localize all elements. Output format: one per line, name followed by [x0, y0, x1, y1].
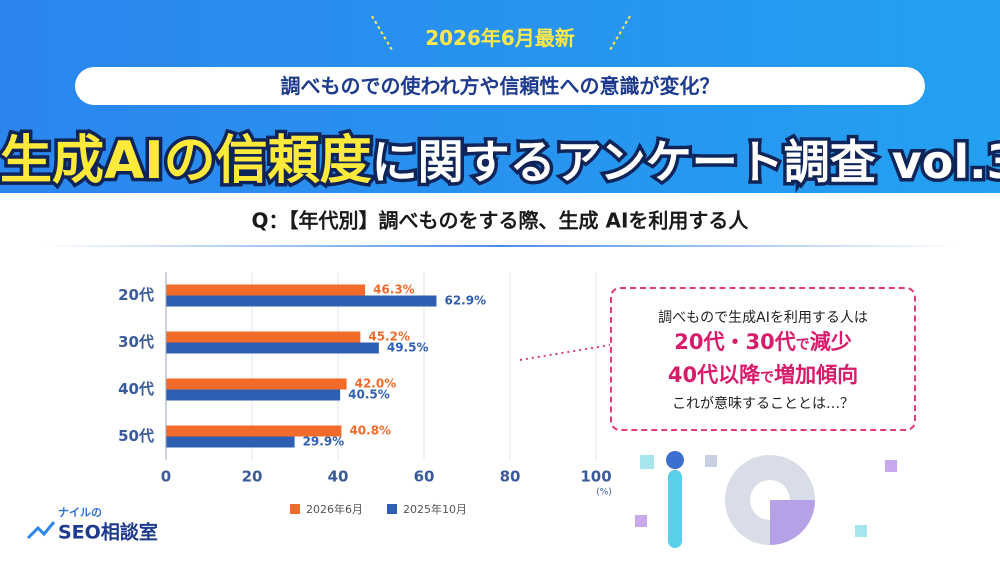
legend-swatch	[387, 504, 397, 514]
legend-label: 2025年10月	[403, 502, 467, 516]
value-label: 42.0%	[355, 377, 397, 391]
x-unit: (%)	[596, 488, 612, 498]
bar	[166, 295, 437, 307]
value-label: 40.8%	[349, 424, 391, 438]
bar	[166, 331, 361, 343]
logo-icon	[26, 521, 56, 540]
value-label: 40.5%	[348, 388, 390, 402]
y-tick-label: 40代	[118, 380, 154, 398]
logo-main: SEO相談室	[58, 521, 158, 544]
callout-text: で	[760, 370, 775, 386]
y-tick-label: 50代	[118, 427, 154, 445]
title-underline	[40, 245, 960, 247]
callout-emphasis: 40代以降で増加傾向	[612, 360, 914, 393]
x-tick-label: 0	[161, 468, 171, 486]
callout-text: 40代以降	[667, 363, 761, 387]
gear-decoration	[635, 451, 897, 548]
legend-label: 2026年6月	[306, 502, 363, 516]
value-label: 29.9%	[303, 435, 345, 449]
callout-text: で	[795, 337, 810, 353]
x-tick-label: 100	[580, 468, 611, 486]
callout-text: 増加傾向	[774, 363, 859, 387]
bar	[166, 342, 379, 354]
y-tick-label: 20代	[118, 286, 154, 304]
callout-line: これが意味することとは…？	[672, 396, 854, 412]
title-highlight: 生成AIの信頼度	[0, 128, 375, 195]
chart-title: Q：【年代別】調べものをする際、生成 AIを利用する人	[252, 209, 750, 233]
legend-swatch	[290, 504, 300, 514]
bar	[166, 378, 347, 390]
callout: 調べもので生成AIを利用する人は 20代・30代で減少 40代以降で増加傾向 こ…	[610, 287, 916, 431]
x-tick-label: 80	[500, 468, 521, 486]
subtitle: 調べものでの使われ方や信頼性への意識が変化？	[75, 67, 925, 105]
title-rest: に関するアンケート調査 vol.3	[368, 132, 1000, 193]
value-label: 46.3%	[373, 283, 415, 297]
date-label: 2026年6月最新	[425, 26, 575, 50]
callout-text: 20代・30代	[674, 330, 796, 354]
callout-text: 減少	[809, 330, 852, 354]
y-tick-label: 30代	[118, 333, 154, 351]
x-tick-label: 60	[414, 468, 435, 486]
bar	[166, 425, 342, 437]
x-tick-label: 40	[328, 468, 349, 486]
value-label: 49.5%	[387, 341, 429, 355]
bar	[166, 436, 295, 448]
value-label: 62.9%	[444, 294, 486, 308]
callout-emphasis: 20代・30代で減少	[612, 327, 914, 360]
main-title: 生成AIの信頼度に関するアンケート調査 vol.3	[0, 118, 1000, 195]
callout-line: 調べもので生成AIを利用する人は	[658, 310, 868, 326]
logo-small: ナイルの	[58, 506, 102, 519]
x-tick-label: 20	[242, 468, 263, 486]
header-deco	[371, 15, 631, 51]
bar	[166, 389, 341, 401]
bar	[166, 284, 366, 296]
value-label: 45.2%	[368, 330, 410, 344]
